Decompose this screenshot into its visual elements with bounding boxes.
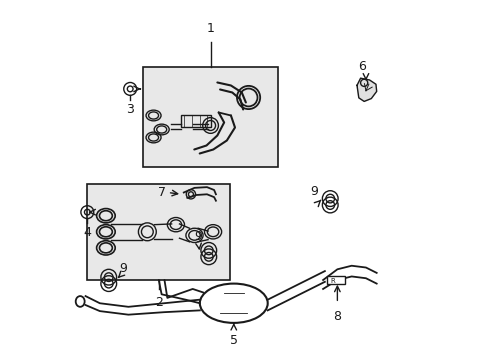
Bar [181, 115, 211, 127]
Text: 1: 1 [206, 22, 214, 35]
Bar [87, 184, 230, 280]
Text: 6: 6 [358, 60, 366, 73]
Text: 9: 9 [119, 262, 127, 275]
Text: 7: 7 [158, 186, 165, 199]
Text: 5: 5 [229, 334, 237, 347]
Text: 9: 9 [194, 230, 202, 243]
Text: 2: 2 [155, 296, 163, 309]
Text: 4: 4 [83, 226, 91, 239]
Text: R: R [329, 278, 334, 284]
Polygon shape [356, 78, 376, 102]
Bar [326, 276, 344, 284]
Text: 9: 9 [309, 185, 317, 198]
Bar [142, 67, 278, 167]
Text: 8: 8 [333, 310, 341, 323]
Text: 3: 3 [126, 103, 134, 116]
